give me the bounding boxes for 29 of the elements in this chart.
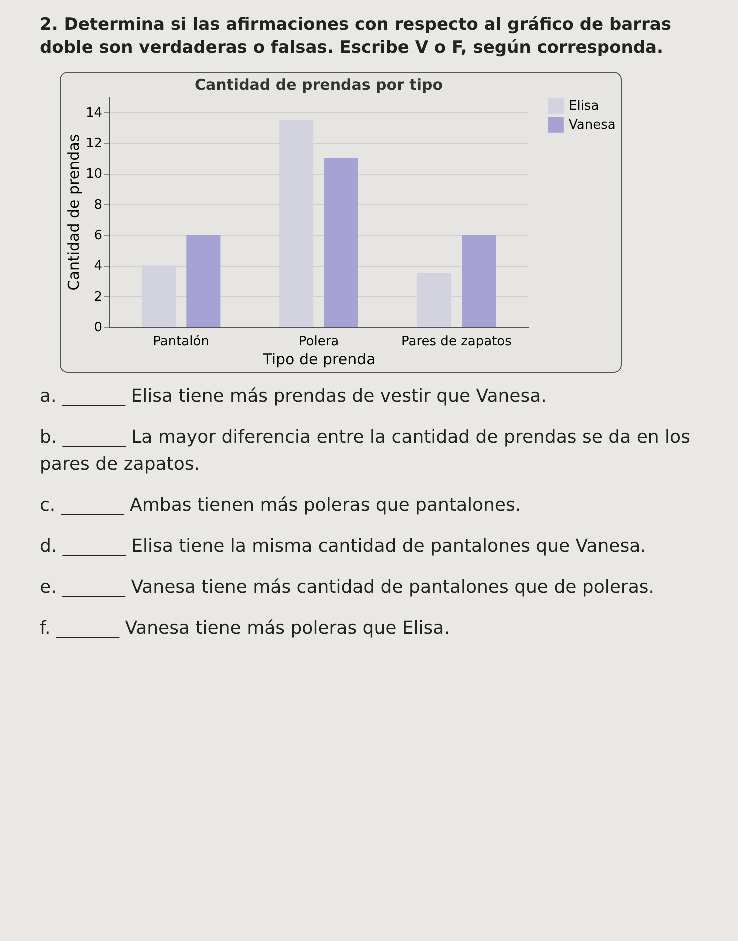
y-tick-label: 10 (86, 167, 102, 182)
y-tick-label: 14 (86, 106, 102, 121)
chart-title: Cantidad de prendas por tipo (194, 76, 444, 94)
x-tick-label: Pantalón (153, 334, 210, 350)
y-tick-label: 12 (86, 136, 102, 152)
legend-label: Vanesa (569, 118, 616, 133)
bar (142, 266, 176, 327)
y-tick-label: 2 (94, 290, 102, 305)
text: c. _______ Ambas tienen más poleras que pantalones. (40, 494, 522, 518)
text: d. _______ Elisa tiene la misma cantidad de pantalones que Vanesa. (40, 534, 648, 559)
text: a. _______ Elisa tiene más prendas de vestir que Vanesa. (40, 384, 548, 409)
y-tick-label: 6 (94, 228, 102, 244)
bar (462, 234, 496, 327)
legend-label: Elisa (569, 98, 600, 114)
text: f. _______ Vanesa tiene más poleras que Elisa. (40, 616, 451, 641)
y-tick-label: 8 (94, 198, 102, 213)
bar (186, 234, 221, 327)
bar (417, 273, 452, 327)
text: 2. Determina si las afirmaciones con respecto al gráfico de barras doble son verdaderas o falsas. Escribe V o F, según corresponda. (39, 14, 672, 60)
bar (324, 158, 358, 327)
y-tick-label: 4 (94, 259, 102, 274)
x-tick-label: Pares de zapatos (402, 334, 512, 350)
x-tick-label: Polera (298, 334, 340, 350)
text: b. _______ La mayor diferencia entre la cantidad de prendas se da en los pares de zapatos. (40, 426, 692, 477)
text: e. _______ Vanesa tiene más cantidad de pantalones que de poleras. (40, 576, 656, 600)
x-axis-title: Tipo de prenda (262, 350, 376, 368)
y-axis-title: Cantidad de prendas (64, 134, 83, 291)
y-tick-label: 0 (94, 320, 102, 336)
bar (280, 120, 314, 327)
